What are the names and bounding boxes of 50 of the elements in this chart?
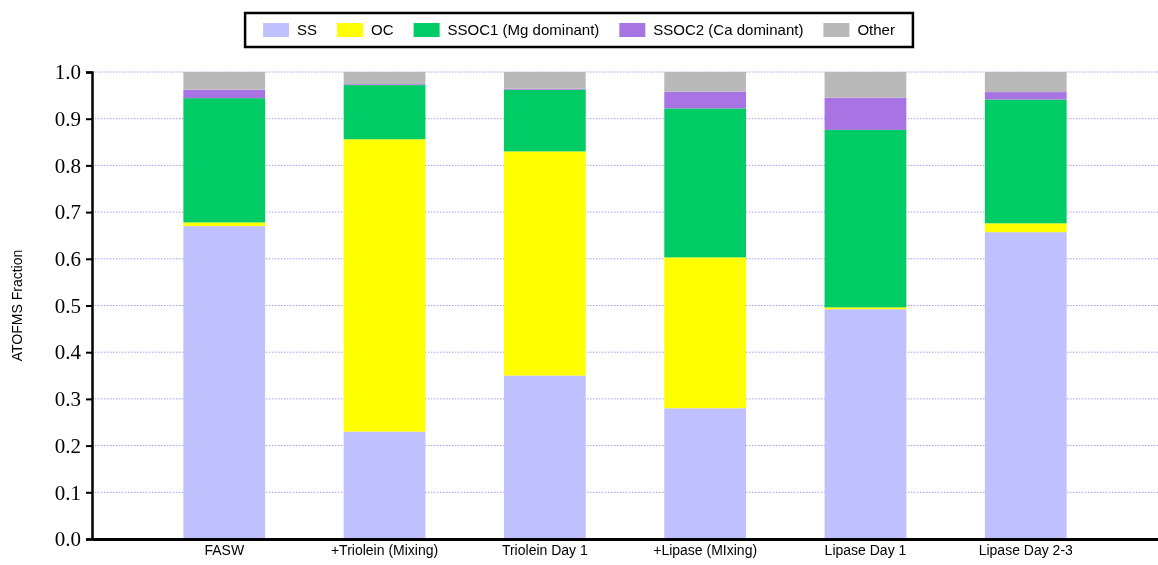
bar xyxy=(503,151,586,376)
bar xyxy=(343,85,426,140)
legend-label: SS xyxy=(297,21,318,38)
y-tick-label: 0.8 xyxy=(54,153,81,178)
y-tick-label: 0.3 xyxy=(54,387,81,412)
x-tick-label: +Triolein (Mixing) xyxy=(330,541,439,558)
x-tick-label: FASW xyxy=(204,541,245,558)
bar xyxy=(183,226,266,539)
bar xyxy=(503,89,586,152)
bar xyxy=(984,72,1067,93)
bar xyxy=(183,89,266,99)
bar xyxy=(824,129,907,308)
bar xyxy=(664,257,747,409)
y-tick-label: 0.0 xyxy=(54,527,81,552)
legend-label: SSOC1 (Mg dominant) xyxy=(447,21,600,38)
bar xyxy=(183,222,266,227)
y-tick-label: 0.2 xyxy=(54,433,81,458)
legend-label: SSOC2 (Ca dominant) xyxy=(653,21,804,38)
x-tick-label: Lipase Day 1 xyxy=(824,541,907,558)
y-tick-label: 0.5 xyxy=(54,293,81,318)
bar xyxy=(824,72,907,98)
bar xyxy=(824,309,907,539)
y-axis-title: ATOFMS Fraction xyxy=(9,249,25,362)
x-tick-label: Triolein Day 1 xyxy=(501,541,588,558)
bar xyxy=(343,72,426,85)
bar xyxy=(664,91,747,109)
bar xyxy=(503,375,586,539)
x-tick-label: +Lipase (MIxing) xyxy=(653,541,758,558)
y-tick-label: 1.0 xyxy=(54,60,81,85)
bar xyxy=(664,408,747,539)
y-tick-label: 0.7 xyxy=(54,200,81,225)
y-tick-label: 0.9 xyxy=(54,106,81,131)
bar xyxy=(343,431,426,539)
bar xyxy=(984,223,1067,233)
bar xyxy=(664,108,747,258)
bar xyxy=(984,92,1067,100)
y-tick-label: 0.6 xyxy=(54,247,81,272)
x-tick-label: Lipase Day 2-3 xyxy=(978,541,1074,558)
bar xyxy=(984,99,1067,224)
bar xyxy=(824,97,907,130)
bar xyxy=(664,72,747,92)
bar xyxy=(343,139,426,432)
bar xyxy=(984,232,1067,539)
legend-label: OC xyxy=(371,21,394,38)
bar xyxy=(503,72,586,89)
legend-label: Other xyxy=(857,21,895,38)
bar xyxy=(183,72,266,90)
y-tick-label: 0.4 xyxy=(54,340,82,365)
bar xyxy=(183,98,266,223)
y-tick-label: 0.1 xyxy=(54,480,81,505)
